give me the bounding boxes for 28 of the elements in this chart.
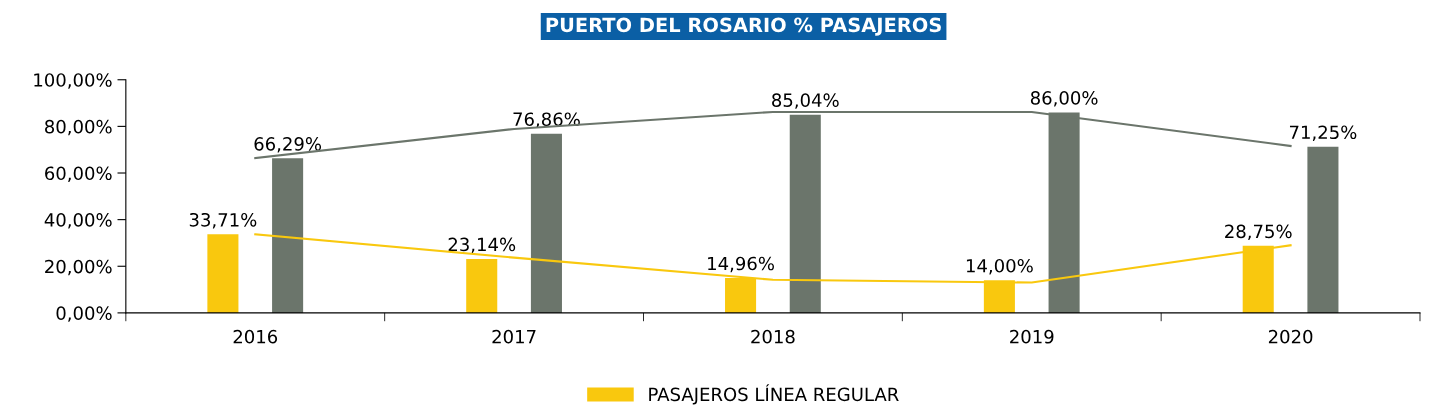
data-label: 28,75% xyxy=(1225,224,1292,241)
bar xyxy=(207,234,239,313)
y-tick-label: 60,00% xyxy=(45,166,112,182)
chart-title: PUERTO DEL ROSARIO % PASAJEROS xyxy=(546,17,941,36)
x-tick-label: 2019 xyxy=(1010,329,1054,344)
x-tick-label: 2018 xyxy=(751,329,795,344)
data-label: 86,00% xyxy=(1030,91,1098,107)
bar xyxy=(466,258,498,313)
data-label: 33,71% xyxy=(189,212,257,229)
x-tick-label: 2017 xyxy=(492,329,536,344)
y-tick-label: 100,00% xyxy=(34,73,112,89)
x-tick-label: 2016 xyxy=(233,329,278,344)
data-label: 14,00% xyxy=(966,258,1033,275)
y-tick-label: 20,00% xyxy=(45,259,112,276)
data-label: 71,25% xyxy=(1289,125,1357,141)
y-tick-label: 80,00% xyxy=(45,119,112,136)
legend-label: PASAJEROS LÍNEA REGULAR xyxy=(649,384,899,405)
data-label: 14,96% xyxy=(708,256,774,273)
bar xyxy=(1307,146,1339,313)
data-label: 66,29% xyxy=(254,137,322,153)
data-label: 23,14% xyxy=(448,237,516,254)
y-tick-label: 40,00% xyxy=(44,213,112,229)
bar xyxy=(789,114,821,313)
x-tick-label: 2020 xyxy=(1268,329,1313,344)
data-label: 76,86% xyxy=(513,112,580,128)
data-label: 85,04% xyxy=(772,93,839,109)
bar xyxy=(530,133,562,313)
y-tick-label: 0,00% xyxy=(56,306,112,322)
